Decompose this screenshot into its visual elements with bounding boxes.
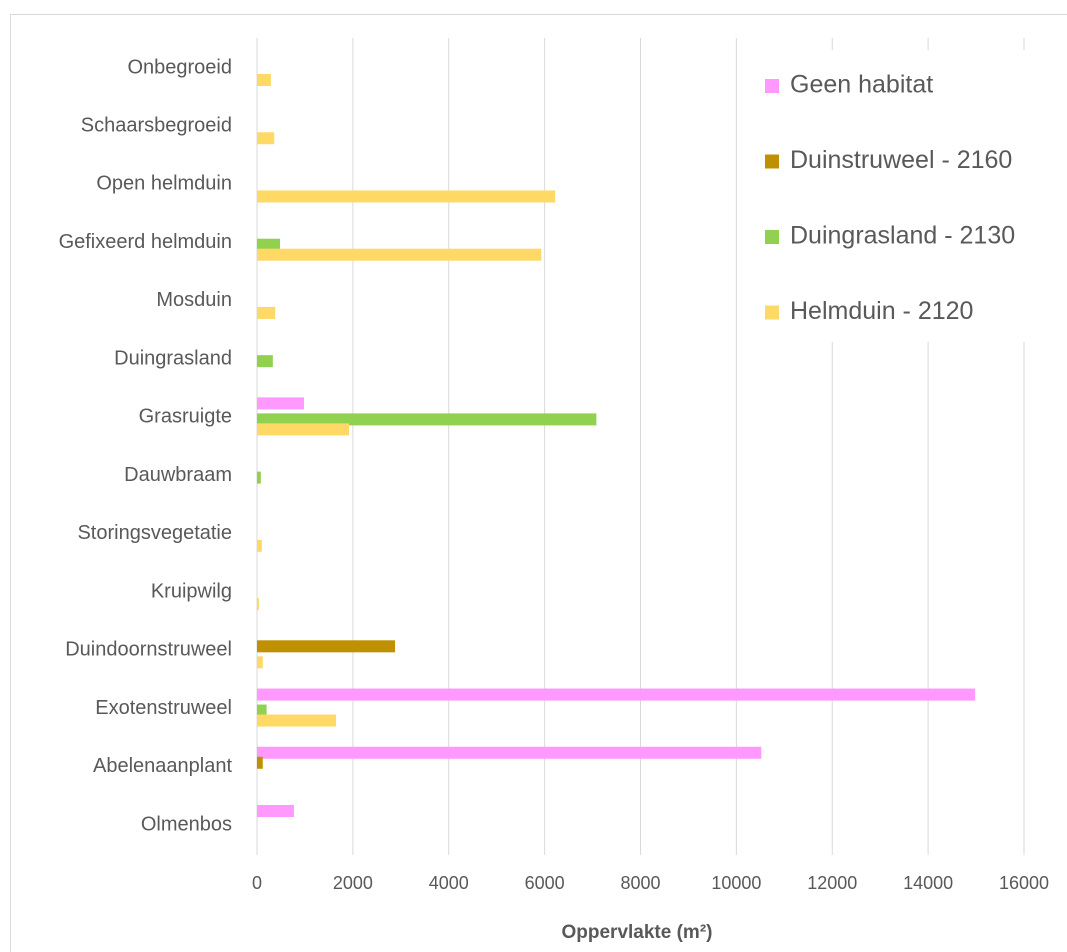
x-tick-label: 16000	[999, 873, 1049, 893]
y-tick-label: Gefixeerd helmduin	[59, 231, 232, 253]
bar	[257, 539, 262, 552]
x-tick-label: 0	[252, 873, 262, 893]
y-tick-label: Storingsvegetatie	[77, 522, 232, 544]
y-tick-label: Exotenstruweel	[95, 697, 232, 719]
bar	[257, 190, 556, 203]
bar	[257, 704, 267, 717]
bar	[257, 132, 275, 145]
legend-swatch	[765, 305, 779, 320]
y-tick-label: Open helmduin	[96, 173, 232, 195]
legend-label: Duingrasland - 2130	[790, 222, 1015, 250]
y-tick-label: Dauwbraam	[124, 464, 232, 486]
legend-label: Geen habitat	[790, 71, 933, 99]
bar	[257, 355, 273, 368]
legend-label: Helmduin - 2120	[790, 297, 973, 325]
bar	[257, 714, 337, 727]
y-tick-label: Kruipwilg	[151, 580, 232, 602]
x-tick-label: 4000	[429, 873, 469, 893]
x-axis-title: Oppervlakte (m²)	[562, 922, 713, 943]
bar	[257, 74, 271, 86]
bar	[257, 413, 597, 426]
x-tick-label: 12000	[807, 873, 857, 893]
x-tick-label: 8000	[620, 873, 660, 893]
bar	[257, 471, 261, 484]
y-tick-label: Mosduin	[156, 289, 232, 311]
legend-label: Duinstruweel - 2160	[790, 146, 1012, 174]
x-tick-label: 14000	[903, 873, 953, 893]
x-tick-label: 10000	[711, 873, 761, 893]
x-tick-label: 2000	[333, 873, 373, 893]
bar	[257, 423, 350, 436]
y-tick-label: Onbegroeid	[127, 56, 232, 78]
bar	[257, 746, 762, 759]
y-tick-label: Schaarsbegroeid	[81, 115, 232, 137]
y-tick-label: Duindoornstruweel	[65, 639, 232, 661]
legend-swatch	[765, 154, 779, 169]
bar	[257, 805, 294, 817]
bar	[257, 598, 259, 611]
y-tick-label: Grasruigte	[139, 406, 232, 428]
y-tick-label: Olmenbos	[141, 813, 232, 835]
bar	[257, 306, 276, 319]
bar	[257, 397, 304, 410]
y-tick-label: Abelenaanplant	[93, 755, 232, 777]
bar	[257, 656, 263, 669]
x-tick-label: 6000	[525, 873, 565, 893]
y-tick-label: Duingrasland	[114, 347, 232, 369]
bar	[257, 688, 976, 701]
bar	[257, 238, 281, 251]
legend-swatch	[765, 230, 779, 244]
legend-box	[745, 50, 1055, 342]
legend-swatch	[765, 79, 779, 93]
bar	[257, 640, 396, 653]
bar	[257, 756, 263, 769]
bar	[257, 248, 542, 261]
